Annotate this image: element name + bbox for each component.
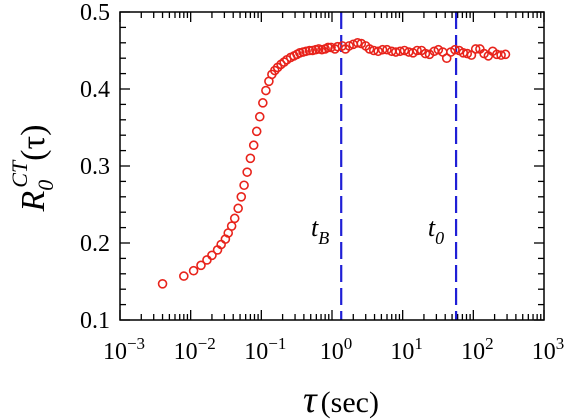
data-point — [412, 45, 422, 56]
data-point — [496, 50, 506, 60]
x-tick-label: 10−3 — [103, 334, 145, 365]
data-point — [254, 111, 265, 122]
data-point — [470, 44, 481, 54]
data-point — [364, 44, 375, 54]
y-tick-label: 0.5 — [80, 0, 110, 26]
x-tick-label: 103 — [532, 334, 565, 365]
data-point — [251, 126, 262, 137]
data-point — [236, 192, 247, 202]
y-tick-label: 0.4 — [80, 77, 110, 103]
y-tick-label: 0.3 — [80, 154, 110, 180]
y-axis-label-argument: (τ) — [15, 124, 52, 160]
data-point — [239, 180, 249, 191]
x-axis-label-symbol: τ — [303, 379, 318, 420]
x-tick-label: 102 — [461, 334, 494, 365]
data-point — [261, 85, 271, 96]
data-point — [391, 47, 401, 57]
data-point — [279, 57, 289, 67]
data-point — [399, 45, 410, 56]
data-point — [229, 213, 240, 224]
axis-ticks — [119, 11, 545, 321]
data-point — [450, 44, 460, 55]
y-axis-label-main: R — [15, 191, 52, 213]
data-point — [420, 48, 431, 59]
tick-labels: 10−3 10−2 10−1 100 101 102 103 0.1 0.2 0.3 0.4 0.5 t… — [80, 0, 564, 365]
y-axis-label-subscript: 0 — [33, 180, 58, 191]
y-tick-label: 0.2 — [80, 231, 110, 257]
data-point — [157, 279, 168, 289]
data-point — [233, 203, 243, 214]
data-point — [323, 42, 333, 53]
x-tick-label: 101 — [390, 334, 423, 365]
data-point — [196, 260, 206, 271]
x-tick-label: 10−2 — [174, 334, 216, 365]
data-point — [179, 271, 189, 281]
data-point — [242, 167, 252, 177]
data-point — [226, 221, 237, 231]
vline-label-t-b: tB — [311, 213, 329, 248]
data-point — [382, 44, 392, 55]
y-axis-label-superscript: CT — [7, 159, 32, 188]
y-axis-label: R0CT(τ) — [7, 124, 58, 212]
y-tick-label: 0.1 — [80, 308, 110, 334]
x-tick-label: 10−1 — [244, 334, 286, 365]
vline-label-t-0: t0 — [428, 213, 444, 248]
data-point — [500, 49, 511, 60]
data-point — [352, 37, 363, 48]
data-point — [304, 45, 315, 56]
data-point — [245, 153, 256, 164]
data-point — [188, 265, 199, 276]
data-point — [462, 48, 473, 59]
data-point — [248, 140, 259, 151]
x-axis-label-unit: (sec) — [321, 386, 379, 419]
x-axis-label: τ (sec) — [303, 379, 379, 420]
data-point — [258, 98, 268, 108]
data-point — [424, 49, 435, 60]
x-tick-label: 100 — [320, 334, 353, 365]
plot-frame — [119, 11, 545, 321]
data-point — [207, 250, 217, 261]
data-point — [368, 45, 379, 56]
reference-lines — [340, 12, 458, 320]
data-point — [377, 44, 388, 55]
data-point — [373, 46, 383, 57]
data-series — [157, 37, 511, 289]
